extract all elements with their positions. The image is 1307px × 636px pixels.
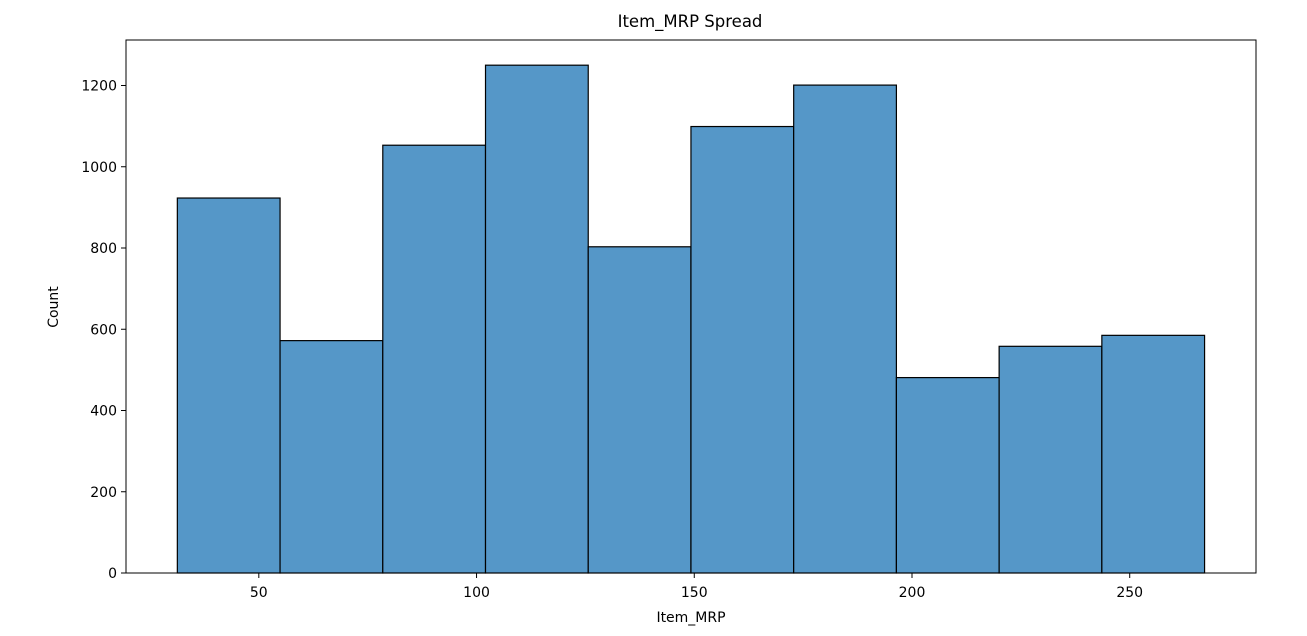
y-tick-label: 1200: [81, 79, 117, 95]
histogram-bar-10: [1101, 334, 1206, 574]
x-tick-label: 250: [1116, 585, 1143, 601]
x-tick-label: 100: [463, 585, 490, 601]
plot-frame: [125, 39, 1257, 574]
y-axis: 0 200 400 600 800 1000 1200: [81, 79, 126, 582]
histogram-bar-7: [793, 84, 898, 574]
x-axis-title: Item_MRP: [656, 610, 725, 626]
histogram-bar-3: [382, 144, 487, 574]
y-tick-label: 200: [90, 485, 117, 501]
y-tick-label: 800: [90, 241, 117, 257]
y-axis-title: Count: [46, 286, 62, 328]
x-tick-label: 150: [681, 585, 708, 601]
y-tick-label: 1000: [81, 160, 117, 176]
y-tick-label: 400: [90, 404, 117, 420]
y-tick-label: 600: [90, 322, 117, 338]
x-tick-label: 50: [250, 585, 268, 601]
histogram-bar-8: [895, 376, 1000, 574]
chart-title: Item_MRP Spread: [618, 12, 763, 32]
bars-group: [176, 64, 1206, 574]
y-tick-label: 0: [108, 566, 117, 582]
histogram-bar-5: [587, 246, 692, 574]
histogram-bar-9: [998, 345, 1103, 574]
x-tick-label: 200: [899, 585, 926, 601]
histogram-bar-1: [176, 197, 281, 574]
histogram-bar-6: [690, 125, 795, 574]
histogram-bar-4: [484, 64, 589, 574]
x-axis: 50 100 150 200 250: [250, 573, 1143, 601]
histogram-bar-2: [279, 340, 384, 574]
